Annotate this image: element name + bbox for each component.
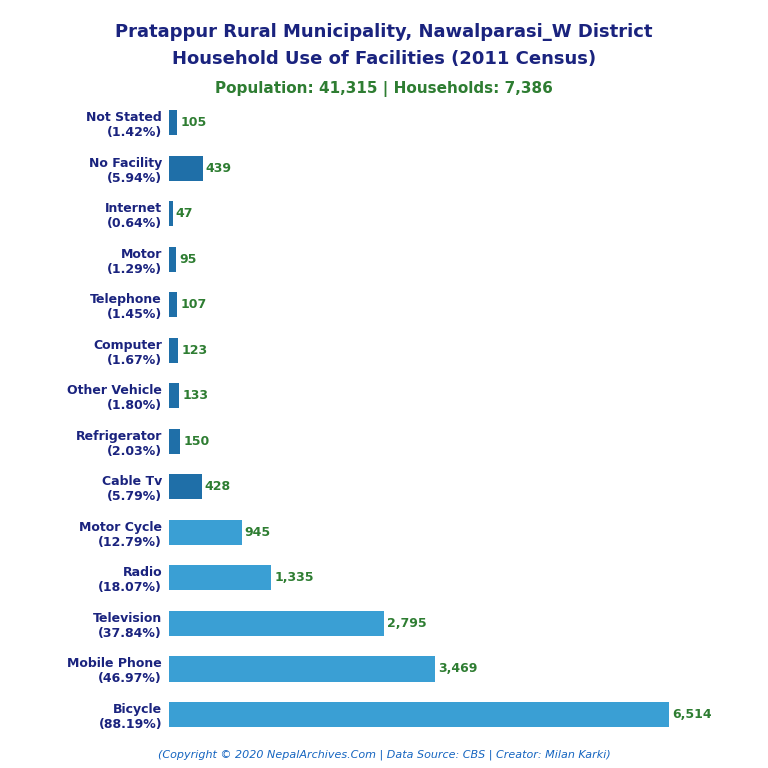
Bar xyxy=(169,156,203,180)
Text: 150: 150 xyxy=(184,435,210,448)
Bar xyxy=(169,520,241,545)
Bar xyxy=(169,611,383,636)
Bar xyxy=(169,201,173,227)
Bar xyxy=(169,702,669,727)
Text: Household Use of Facilities (2011 Census): Household Use of Facilities (2011 Census… xyxy=(172,50,596,68)
Text: 6,514: 6,514 xyxy=(672,708,712,721)
Text: 3,469: 3,469 xyxy=(439,663,478,676)
Text: 428: 428 xyxy=(205,480,231,493)
Text: 2,795: 2,795 xyxy=(386,617,426,630)
Bar xyxy=(169,429,180,454)
Bar xyxy=(169,110,177,135)
Bar xyxy=(169,338,178,362)
Bar xyxy=(169,383,179,409)
Text: Population: 41,315 | Households: 7,386: Population: 41,315 | Households: 7,386 xyxy=(215,81,553,97)
Text: 105: 105 xyxy=(180,116,207,129)
Text: 439: 439 xyxy=(206,161,232,174)
Bar xyxy=(169,565,272,591)
Bar xyxy=(169,657,435,681)
Text: 1,335: 1,335 xyxy=(275,571,314,584)
Text: 133: 133 xyxy=(182,389,208,402)
Text: 107: 107 xyxy=(180,298,207,311)
Bar xyxy=(169,247,176,272)
Text: 945: 945 xyxy=(244,526,271,539)
Bar xyxy=(169,292,177,317)
Bar xyxy=(169,475,202,499)
Text: 95: 95 xyxy=(179,253,197,266)
Text: Pratappur Rural Municipality, Nawalparasi_W District: Pratappur Rural Municipality, Nawalparas… xyxy=(115,23,653,41)
Text: 47: 47 xyxy=(176,207,193,220)
Text: (Copyright © 2020 NepalArchives.Com | Data Source: CBS | Creator: Milan Karki): (Copyright © 2020 NepalArchives.Com | Da… xyxy=(157,750,611,760)
Text: 123: 123 xyxy=(181,344,207,357)
